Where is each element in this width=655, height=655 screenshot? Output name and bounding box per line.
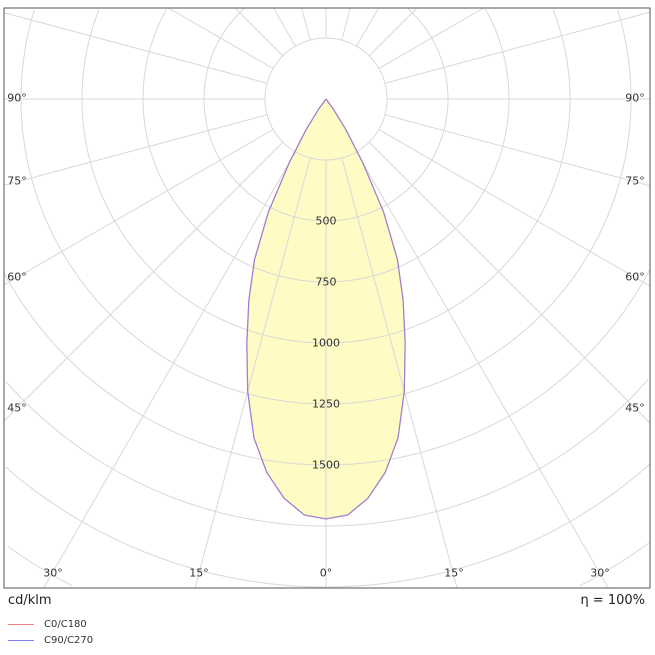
grid-ring <box>552 9 571 99</box>
angle-label-left: 75° <box>7 174 27 188</box>
unit-label: cd/klm <box>8 593 52 608</box>
grid-radial <box>273 7 296 47</box>
angle-label-left: 60° <box>7 270 27 284</box>
grid-radial <box>384 114 651 187</box>
polar-grid <box>3 7 651 589</box>
grid-radial <box>168 7 274 69</box>
legend-label: C0/C180 <box>44 619 87 630</box>
grid-radial <box>368 141 651 424</box>
grid-radial <box>378 7 484 69</box>
radial-tick-label: 500 <box>315 214 337 228</box>
angle-label-right: 75° <box>625 174 645 188</box>
angle-label-bottom: 15° <box>189 566 209 580</box>
grid-radial <box>3 141 284 422</box>
radial-tick-label: 750 <box>315 275 337 289</box>
grid-ring <box>5 464 650 588</box>
grid-radial <box>356 151 609 589</box>
grid-radial <box>43 151 296 589</box>
grid-ring <box>81 9 571 344</box>
legend-label: C90/C270 <box>44 635 94 646</box>
angle-label-right: 90° <box>625 91 645 105</box>
grid-ring <box>20 9 632 405</box>
angle-label-left: 90° <box>7 91 27 105</box>
legend-item-c0: C0/C180 <box>8 619 87 630</box>
grid-ring <box>617 9 632 99</box>
grid-ring <box>6 545 73 587</box>
legend-swatch <box>8 640 34 641</box>
grid-radial <box>341 7 351 41</box>
grid-ring <box>203 7 449 222</box>
efficiency-label: η = 100% <box>580 593 645 608</box>
angle-label-right: 60° <box>625 270 645 284</box>
plot-frame <box>3 7 651 589</box>
radial-tick-label: 1000 <box>312 336 340 350</box>
angle-label-left: 45° <box>7 401 27 415</box>
grid-ring <box>5 378 649 527</box>
grid-radial <box>3 12 268 84</box>
grid-ring <box>142 8 510 283</box>
grid-radial <box>194 157 311 589</box>
radial-tick-label: 1500 <box>312 458 340 472</box>
grid-radial <box>384 11 651 84</box>
angle-label-bottom: 30° <box>590 566 610 580</box>
grid-radial <box>368 7 418 57</box>
grid-radial <box>378 129 651 287</box>
angle-label-bottom: 15° <box>444 566 464 580</box>
curves <box>246 98 406 520</box>
series-curve-c90-c270 <box>246 98 406 520</box>
angle-label-bottom: 0° <box>319 566 333 580</box>
grid-radial <box>3 129 274 286</box>
legend-swatch <box>8 624 34 625</box>
grid-radial <box>356 7 379 47</box>
grid-ring <box>484 8 510 99</box>
grid-radial <box>341 157 458 589</box>
angle-label-bottom: 30° <box>43 566 63 580</box>
grid-ring <box>3 270 650 466</box>
grid-radial <box>301 7 311 41</box>
legend-item-c90: C90/C270 <box>8 635 93 646</box>
grid-radial <box>234 7 284 57</box>
grid-radial <box>3 114 268 186</box>
grid-ring <box>407 7 449 99</box>
angle-label-right: 45° <box>625 401 645 415</box>
radial-tick-label: 1250 <box>312 397 340 411</box>
grid-ring <box>579 542 649 587</box>
